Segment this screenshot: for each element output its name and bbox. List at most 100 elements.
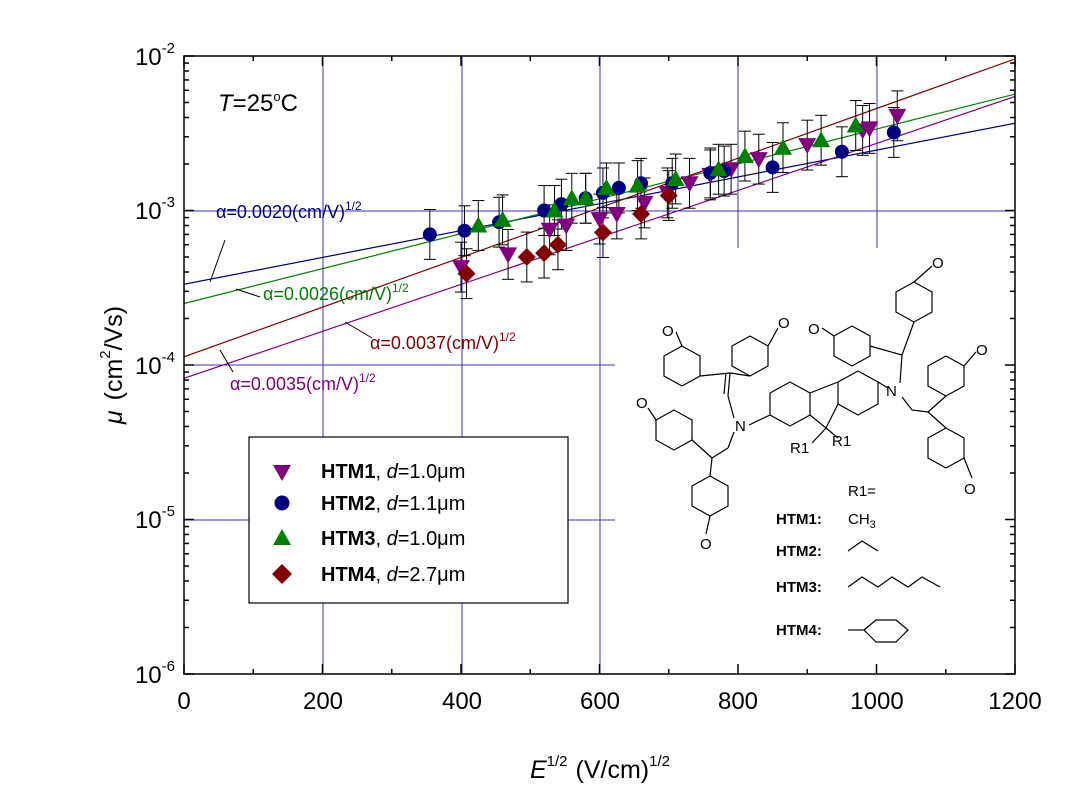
r1-label-left: R1 bbox=[790, 440, 809, 457]
methoxy-bond bbox=[675, 331, 683, 347]
point-htm1 bbox=[540, 222, 559, 239]
right-bottom-link-1 bbox=[911, 409, 929, 413]
right-bottom-link-3 bbox=[927, 411, 947, 429]
left-top-ring-1 bbox=[663, 345, 701, 387]
left-n-bond bbox=[748, 414, 771, 426]
htm1-entry: HTM1: bbox=[776, 511, 822, 528]
x-tick-label: 800 bbox=[718, 688, 758, 715]
right-bottom-link-2 bbox=[927, 395, 947, 413]
chemical-structure bbox=[647, 265, 977, 643]
point-htm3 bbox=[709, 160, 728, 177]
point-htm3 bbox=[562, 189, 581, 206]
x-axis-title: E1/2 (V/cm)1/2 bbox=[530, 753, 670, 784]
x-tick-label: 200 bbox=[303, 688, 343, 715]
atom-o: O bbox=[964, 481, 976, 498]
atom-o: O bbox=[778, 315, 790, 332]
htm4-entry: HTM4: bbox=[776, 622, 822, 639]
point-htm1 bbox=[798, 138, 817, 155]
fit-leader-htm2 bbox=[209, 239, 226, 283]
fit-leader-htm3 bbox=[235, 288, 261, 298]
point-htm4 bbox=[535, 244, 554, 263]
point-htm3 bbox=[812, 131, 831, 148]
legend-label-htm1: HTM1, d=1.0μm bbox=[321, 461, 465, 483]
left-top-vinyl-double bbox=[723, 372, 727, 395]
fluorene-right-ring bbox=[837, 370, 879, 416]
data-markers bbox=[422, 108, 907, 283]
ethyl-group bbox=[847, 540, 879, 552]
left-top-link-1 bbox=[699, 372, 731, 377]
y-tick-label: 10-6 bbox=[135, 658, 175, 689]
temperature-label: T=25oC bbox=[218, 89, 298, 117]
right-bottom-ring-1 bbox=[927, 355, 965, 397]
left-bottom-link-1 bbox=[691, 439, 713, 459]
r1-header: R1= bbox=[848, 483, 876, 500]
point-htm2 bbox=[886, 125, 901, 140]
right-bottom-ring-2 bbox=[927, 427, 965, 469]
point-htm4 bbox=[593, 223, 612, 242]
right-top-ring-2 bbox=[895, 281, 933, 323]
point-htm3 bbox=[628, 176, 647, 193]
x-tick-label: 600 bbox=[580, 688, 620, 715]
y-tick-label: 10-4 bbox=[135, 349, 175, 380]
atom-n-left: N bbox=[735, 418, 746, 435]
x-tick-label: 1200 bbox=[988, 688, 1041, 715]
left-bottom-link-2 bbox=[709, 457, 713, 477]
right-n-bond bbox=[877, 381, 889, 389]
point-htm2 bbox=[611, 180, 626, 195]
point-htm1 bbox=[452, 260, 470, 277]
atom-o: O bbox=[662, 323, 674, 340]
left-top-ring-2 bbox=[731, 335, 769, 377]
axis-ticks bbox=[183, 55, 1016, 675]
fit-leader-htm1 bbox=[219, 349, 234, 373]
point-htm2 bbox=[834, 144, 849, 159]
fit-leader-htm4 bbox=[344, 321, 373, 339]
point-htm1 bbox=[860, 121, 879, 138]
atom-n-right: N bbox=[886, 383, 897, 400]
structure-labels: N N O O O O O O O O R1 R1 R1= HTM1: CH3 … bbox=[636, 255, 988, 639]
methoxy-bond bbox=[767, 327, 779, 347]
point-htm3 bbox=[735, 147, 754, 164]
fluorene-bridge bbox=[809, 381, 839, 394]
legend: HTM1, d=1.0μm HTM2, d=1.1μm HTM3, d=1.0μ… bbox=[248, 436, 569, 604]
point-htm4 bbox=[659, 186, 678, 205]
point-htm3 bbox=[493, 210, 512, 227]
methoxy-bond bbox=[963, 351, 977, 367]
y-tick-label: 10-3 bbox=[135, 194, 175, 225]
legend-marker-htm4 bbox=[272, 564, 292, 584]
r1-bond-right bbox=[825, 427, 839, 439]
fluorene-left-ring bbox=[769, 381, 811, 427]
point-htm1 bbox=[680, 176, 699, 193]
methoxy-bond bbox=[963, 457, 973, 479]
left-bottom-ring-1 bbox=[655, 409, 693, 451]
x-tick-label: 1000 bbox=[850, 688, 903, 715]
legend-label-htm2: HTM2, d=1.1μm bbox=[321, 493, 465, 515]
methoxy-bond bbox=[821, 327, 835, 337]
point-htm2 bbox=[457, 223, 472, 238]
right-top-link-2 bbox=[901, 321, 915, 356]
x-tick-label: 0 bbox=[177, 688, 190, 715]
right-enamine-up bbox=[899, 354, 903, 384]
atom-o: O bbox=[636, 395, 648, 412]
point-htm3 bbox=[774, 138, 793, 155]
methoxy-bond bbox=[913, 265, 933, 283]
htm3-entry: HTM3: bbox=[776, 579, 822, 596]
x-tick-labels: 0 200 400 600 800 1000 1200 bbox=[177, 688, 1041, 715]
htm2-entry: HTM2: bbox=[776, 543, 822, 560]
point-htm1 bbox=[749, 152, 768, 169]
point-htm3 bbox=[545, 201, 564, 218]
y-tick-label: 10-5 bbox=[135, 503, 175, 534]
left-bottom-vinyl bbox=[711, 447, 729, 459]
hexyl-group bbox=[847, 576, 941, 588]
htm1-group: CH3 bbox=[848, 511, 876, 531]
r1-label-right: R1 bbox=[832, 433, 851, 450]
left-enamine-up bbox=[727, 395, 735, 419]
fit-label-htm1: α=0.0035(cm/V)1/2 bbox=[230, 371, 376, 394]
point-htm3 bbox=[666, 169, 685, 186]
legend-marker-htm1 bbox=[273, 465, 291, 481]
point-htm1 bbox=[499, 247, 518, 264]
atom-o: O bbox=[976, 342, 988, 359]
methoxy-bond bbox=[647, 407, 657, 421]
x-tick-label: 400 bbox=[442, 688, 482, 715]
y-tick-labels: 10-6 10-5 10-4 10-3 10-2 bbox=[135, 40, 175, 689]
